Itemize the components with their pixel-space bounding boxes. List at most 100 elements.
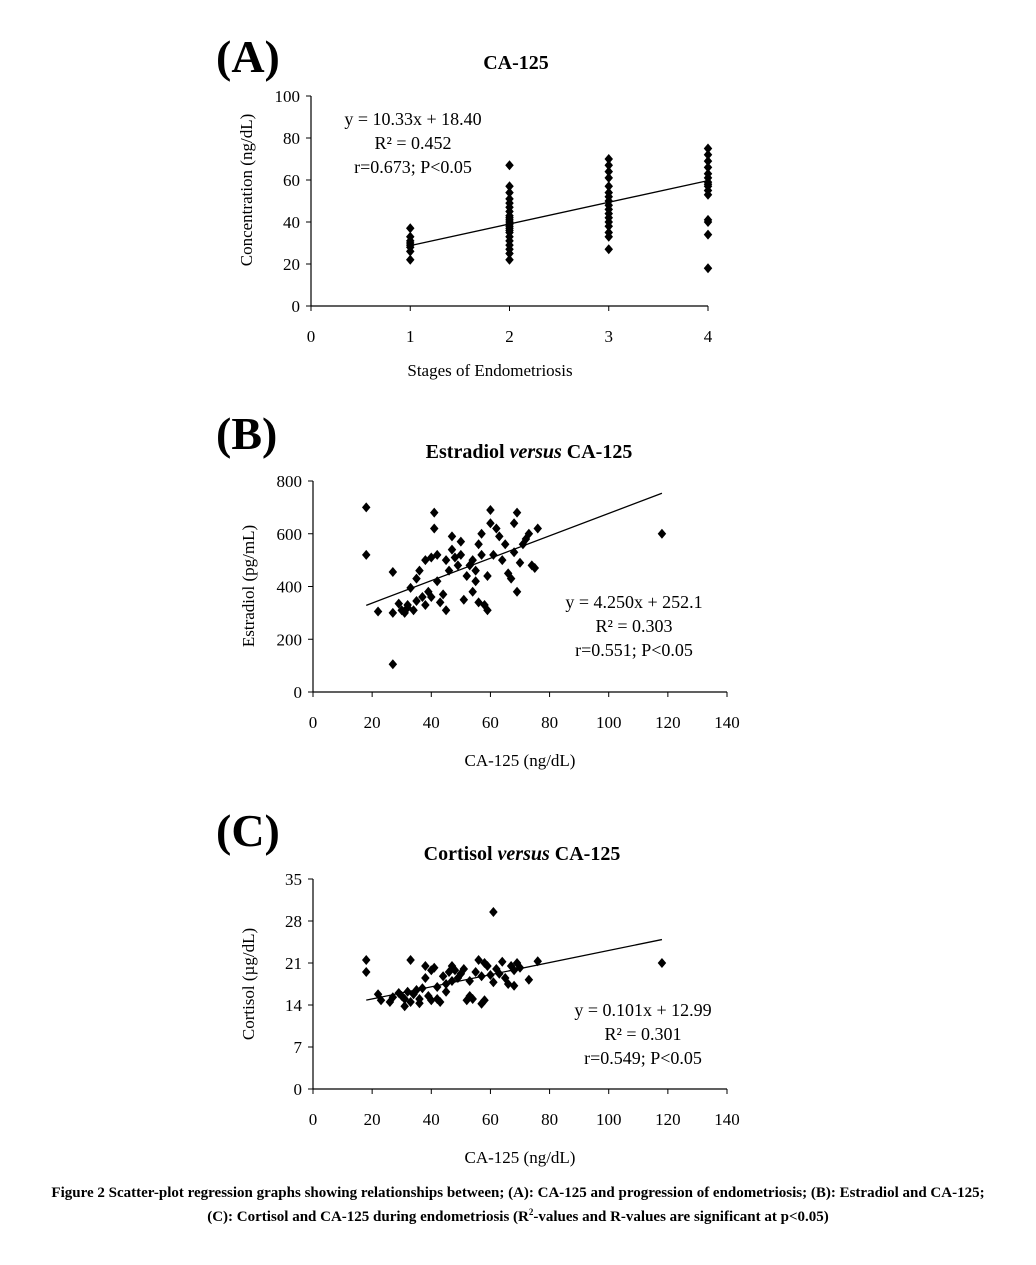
x-tick-label: 120: [655, 713, 681, 732]
data-point: [361, 549, 371, 560]
data-point: [505, 187, 514, 198]
data-point: [604, 244, 613, 255]
data-point: [415, 998, 424, 1009]
data-point: [421, 599, 430, 610]
data-point: [421, 973, 430, 983]
data-point: [361, 955, 371, 965]
data-point: [432, 576, 442, 587]
regression-annotation: R² = 0.303: [595, 616, 672, 636]
regression-annotation: r=0.551; P<0.05: [575, 640, 693, 660]
x-tick-label: 2: [505, 327, 514, 346]
data-point: [505, 160, 514, 171]
x-tick-label: 0: [309, 713, 318, 732]
y-axis-label: Concentration (ng/dL): [237, 114, 256, 267]
y-tick-label: 7: [294, 1038, 303, 1057]
y-tick-label: 0: [292, 297, 301, 316]
chart-c-title-lead: Cortisol: [423, 843, 493, 865]
data-point: [432, 982, 442, 992]
data-point: [505, 181, 514, 192]
y-tick-label: 80: [283, 129, 300, 148]
regression-annotation: R² = 0.301: [604, 1024, 681, 1044]
regression-annotation: y = 0.101x + 12.99: [574, 1000, 711, 1020]
data-point: [703, 156, 713, 167]
data-point: [703, 263, 713, 274]
data-point: [394, 598, 404, 609]
data-point: [480, 995, 489, 1006]
data-point: [450, 965, 460, 976]
data-point: [498, 555, 507, 566]
data-point: [441, 555, 451, 566]
y-tick-label: 0: [294, 683, 303, 702]
data-point: [509, 518, 519, 529]
y-tick-label: 28: [285, 912, 302, 931]
y-tick-label: 20: [283, 255, 300, 274]
data-point: [657, 958, 667, 968]
data-point: [483, 605, 492, 616]
data-point: [512, 586, 522, 597]
data-point: [471, 576, 480, 587]
panel-label-b: (B): [216, 408, 278, 459]
data-point: [530, 563, 540, 574]
chart-a-plot: 0 20 40 60 80 100 0 1 2 3 4 Stages of Endometriosis…: [237, 87, 713, 380]
data-point: [486, 518, 495, 529]
data-point: [533, 523, 542, 534]
data-point: [604, 166, 613, 177]
data-point: [388, 566, 398, 577]
data-point: [421, 961, 430, 971]
data-point: [509, 547, 519, 558]
data-point: [376, 995, 386, 1006]
data-point: [703, 189, 713, 200]
x-tick-label: 0: [309, 1110, 318, 1129]
y-tick-label: 0: [294, 1080, 303, 1099]
data-point: [432, 549, 442, 560]
data-point: [415, 565, 424, 576]
chart-c-title: Cortisol versus CA-125: [424, 843, 621, 866]
data-point: [512, 507, 522, 518]
regression-annotation: R² = 0.452: [374, 133, 451, 153]
data-point: [441, 605, 451, 616]
x-tick-label: 4: [704, 327, 713, 346]
data-point: [503, 568, 513, 579]
data-point: [406, 246, 415, 257]
chart-b-title-tail: CA-125: [566, 441, 633, 463]
caption-lead: Figure 2 Scatter-plot regression graphs …: [51, 1185, 985, 1225]
data-point: [703, 143, 713, 154]
data-point: [604, 154, 613, 164]
regression-annotation: y = 10.33x + 18.40: [344, 109, 481, 129]
x-tick-label: 80: [541, 713, 558, 732]
data-point: [468, 555, 477, 566]
data-point: [429, 962, 439, 973]
data-point: [477, 971, 486, 982]
data-point: [456, 549, 466, 560]
data-point: [483, 961, 492, 971]
data-point: [604, 181, 613, 192]
data-point: [388, 659, 398, 670]
y-tick-label: 35: [285, 870, 302, 889]
x-tick-label: 60: [482, 1110, 499, 1129]
data-point: [447, 544, 457, 555]
data-point: [406, 955, 415, 965]
y-tick-label: 60: [283, 171, 300, 190]
regression-annotation: r=0.549; P<0.05: [584, 1048, 702, 1068]
x-tick-label: 140: [714, 713, 740, 732]
data-point: [406, 254, 415, 265]
data-point: [406, 582, 415, 593]
data-point: [505, 254, 514, 265]
data-point: [471, 565, 480, 576]
chart-a-title: CA-125: [483, 52, 549, 74]
data-point: [474, 539, 483, 550]
data-point: [438, 589, 448, 600]
data-point: [406, 223, 415, 234]
data-point: [489, 549, 498, 560]
data-point: [477, 549, 486, 560]
data-point: [515, 962, 525, 973]
data-point: [515, 557, 525, 568]
data-point: [657, 528, 667, 539]
data-point: [703, 149, 713, 160]
y-tick-label: 40: [283, 213, 300, 232]
x-tick-label: 1: [406, 327, 415, 346]
data-point: [418, 983, 427, 994]
data-point: [495, 531, 504, 542]
caption-superscript: 2: [528, 1207, 534, 1217]
data-point: [604, 231, 613, 242]
